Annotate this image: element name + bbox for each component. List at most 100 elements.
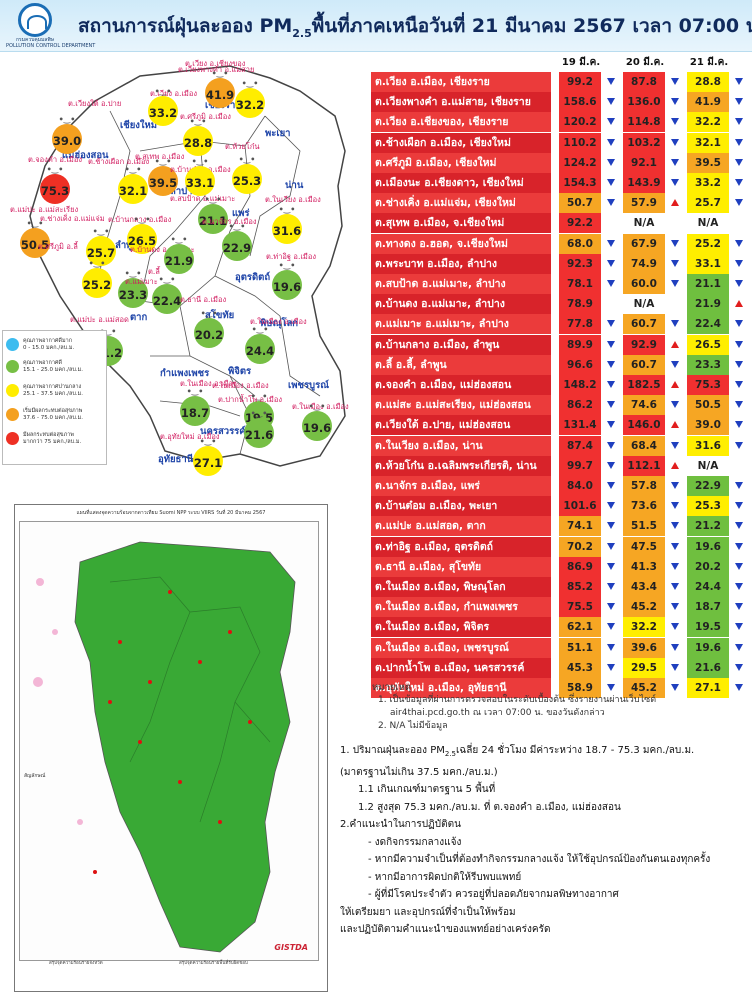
trend-down-icon <box>671 98 679 106</box>
trend-down-icon <box>607 381 615 388</box>
pm25-value: 29.5 <box>623 657 665 678</box>
trend-down-icon <box>671 78 679 85</box>
pm25-value: 68.0 <box>559 233 601 254</box>
legend-range: มากกว่า 75 มคก./ลบ.ม. <box>23 439 82 445</box>
pm25-value: 21.6 <box>687 657 729 678</box>
pm25-value: 31.6 <box>687 435 729 456</box>
summary-line-7: - หากมีความจำเป็นที่ต้องทำกิจกรรมกลางแจ้… <box>368 854 711 865</box>
trend-down-icon <box>671 360 679 368</box>
station-label: ต.ในเมือง อ.เมือง <box>212 381 269 390</box>
station-value-bubble: 23.3 <box>118 267 148 308</box>
trend-down-icon <box>607 482 615 489</box>
pm25-value: 131.4 <box>559 415 601 436</box>
pm25-value: 58.9 <box>559 678 601 698</box>
pm25-value: 99.2 <box>559 72 601 92</box>
table-row: ต.เมืองนะ อ.เชียงดาว, เชียงใหม่ 154.3 143.… <box>371 173 746 194</box>
station-name: ต.ลี้ อ.ลี้, ลำพูน <box>371 354 551 375</box>
station-label: ต.ลี้ <box>148 267 160 276</box>
note-1: 1. เป็นข้อมูลที่ผ่านการตรวจสอบในระดับเบื… <box>378 695 657 705</box>
table-row: ต.ในเมือง อ.เมือง, เพชรบูรณ์ 51.1 39.6 19.6 <box>371 637 746 659</box>
station-name: ต.อุทัยใหม่ อ.เมือง, อุทัยธานี <box>371 678 551 698</box>
pm25-value: 60.0 <box>623 274 665 294</box>
pm25-value: 67.9 <box>623 233 665 254</box>
trend-down-icon <box>735 280 743 287</box>
trend-down-icon <box>671 179 679 186</box>
trend-down-icon <box>735 643 743 651</box>
trend-down-icon <box>735 401 743 409</box>
pm25-value: 92.3 <box>559 253 601 274</box>
station-value-bubble: 39.0 <box>52 113 82 154</box>
trend-up-icon <box>671 199 679 207</box>
footer-right: สรุปจุดความร้อนรายพื้นที่รับผิดชอบ <box>179 961 248 966</box>
trend-down-icon <box>607 421 615 429</box>
pm25-value: 84.0 <box>559 476 601 496</box>
table-row: ต.ในเมือง อ.เมือง, พิจิตร 62.1 32.2 19.5 <box>371 617 746 638</box>
summary-line-4: 1.2 สูงสุด 75.3 มคก./ลบ.ม. ที่ ต.จองคำ อ… <box>358 801 621 813</box>
province-label: แม่ฮ่องสอน <box>62 150 109 161</box>
trend-down-icon <box>735 320 743 328</box>
province-label: อุตรดิตถ์ <box>235 272 271 283</box>
station-name: ต.ช่างเคิ่ง อ.แม่แจ่ม, เชียงใหม่ <box>371 193 551 214</box>
pm25-value: 43.4 <box>623 577 665 597</box>
table-row: ต.เวียงใต้ อ.ปาย, แม่ฮ่องสอน 131.4 146.0 39… <box>371 415 746 436</box>
station-name: ต.ในเมือง อ.เมือง, พิจิตร <box>371 617 551 638</box>
station-name: ต.ช้างเผือก อ.เมือง, เชียงใหม่ <box>371 132 551 153</box>
station-label: ต.เวียง อ.เชียงของ <box>185 59 246 68</box>
trend-down-icon <box>607 320 615 328</box>
summary-line-1: 1. ปริมาณฝุ่นละออง PM2.5เฉลี่ย 24 ชั่วโม… <box>340 745 695 758</box>
table-row: ต.ศรีภูมิ อ.เมือง, เชียงใหม่ 124.2 92.1 39.… <box>371 152 746 174</box>
trend-down-icon <box>671 239 679 247</box>
station-value-bubble: 33.2 <box>148 85 178 126</box>
station-value-bubble: 22.4 <box>152 273 182 314</box>
legend-title: มีผลกระทบต่อสุขภาพ <box>23 432 74 438</box>
trend-down-icon <box>671 502 679 510</box>
pm25-value: 96.6 <box>559 354 601 375</box>
pm25-value: 45.3 <box>559 657 601 678</box>
station-name: ต.ในเมือง อ.เมือง, เพชรบูรณ์ <box>371 637 551 658</box>
station-value-bubble: 39.5 <box>148 155 178 196</box>
station-name: ต.จองคำ อ.เมือง, แม่ฮ่องสอน <box>371 375 551 395</box>
province-label: พิจิตร <box>228 366 252 377</box>
trend-down-icon <box>735 78 743 85</box>
pm25-value: 57.9 <box>623 193 665 214</box>
header-day-1: 19 มี.ค. <box>559 56 603 70</box>
table-row: ต.สุเทพ อ.เมือง, จ.เชียงใหม่ 92.2 N/A N/A <box>371 213 746 234</box>
legend-range: 37.6 - 75.0 มคก./ลบ.ม. <box>23 415 83 421</box>
pm25-value: 39.0 <box>687 415 729 436</box>
station-value-bubble: 21.9 <box>164 233 194 274</box>
station-label: ต.แม่เมาะ <box>125 277 158 286</box>
trend-down-icon <box>607 78 615 85</box>
station-label: ต.ปากน้ำโพ อ.เมือง <box>218 395 283 404</box>
legend-item: คุณภาพอากาศดีมาก 0 - 15.0 มคก./ลบ.ม. <box>6 337 106 357</box>
legend-color-swatch <box>6 432 19 445</box>
pm25-value: 21.2 <box>687 516 729 537</box>
pm25-value: 75.3 <box>687 375 729 395</box>
trend-down-icon <box>607 401 615 409</box>
pm25-value: 45.2 <box>623 678 665 698</box>
station-label: ต.ในเมือง อ.เมือง <box>180 379 237 388</box>
hotspot-map-title: แผนที่แสดงจุดความร้อนจากดาวเทียม Suomi N… <box>76 510 266 516</box>
legend-item: มีผลกระทบต่อสุขภาพ มากกว่า 75 มคก./ลบ.ม. <box>6 431 106 451</box>
trend-down-icon <box>607 259 615 267</box>
pm25-value: 77.8 <box>559 314 601 335</box>
pm25-value: 87.8 <box>623 72 665 92</box>
trend-down-icon <box>735 663 743 671</box>
province-label: น่าน <box>285 180 304 191</box>
station-label: ต.ช้างเผือก อ.เมือง <box>88 157 150 166</box>
table-row: ต.ปากน้ำโพ อ.เมือง, นครสวรรค์ 45.3 29.5 21.… <box>371 657 746 679</box>
trend-down-icon <box>607 502 615 510</box>
station-label: ต.ศรีภูมิ อ.ลี้ <box>38 242 78 251</box>
trend-down-icon <box>671 118 679 126</box>
note-2: 2. N/A ไม่มีข้อมูล <box>378 721 448 731</box>
trend-down-icon <box>671 583 679 590</box>
trend-down-icon <box>671 259 679 267</box>
pm25-value: N/A <box>687 455 729 476</box>
pm25-value: 57.8 <box>623 476 665 496</box>
table-row: ต.อุทัยใหม่ อ.เมือง, อุทัยธานี 58.9 45.2 27… <box>371 678 746 699</box>
legend-title: คุณภาพอากาศดี <box>23 360 62 366</box>
hotspot-map-footer: สรุปจุดความร้อนรายจังหวัด สรุปจุดความร้อ… <box>19 957 319 985</box>
pm25-value: 136.0 <box>623 92 665 113</box>
pm25-value: 32.2 <box>687 112 729 133</box>
trend-down-icon <box>671 158 679 166</box>
table-row: ต.แม่เมาะ อ.แม่เมาะ, ลำปาง 77.8 60.7 22.4 <box>371 314 746 335</box>
